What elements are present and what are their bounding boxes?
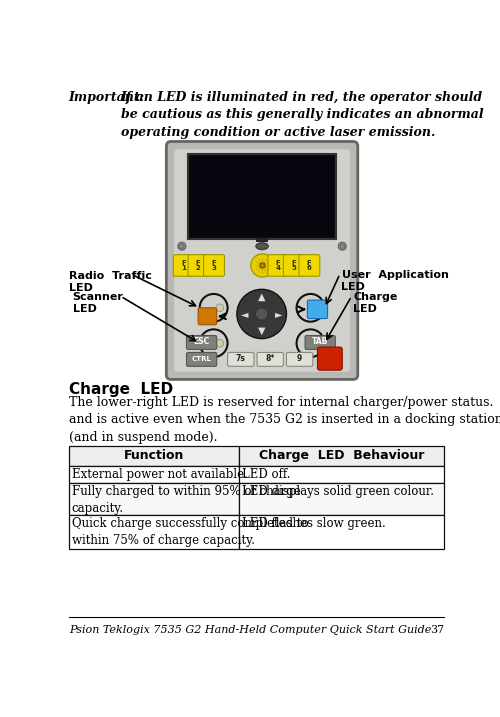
FancyBboxPatch shape — [186, 336, 216, 349]
Ellipse shape — [256, 243, 268, 250]
Bar — [239, 446, 444, 465]
Circle shape — [313, 339, 320, 347]
Text: Radio  Traffic
LED: Radio Traffic LED — [68, 271, 152, 293]
FancyBboxPatch shape — [174, 149, 350, 371]
FancyBboxPatch shape — [257, 353, 283, 366]
Text: Quick charge successfully completed to
within 75% of charge capacity.: Quick charge successfully completed to w… — [72, 517, 308, 547]
Text: 9: 9 — [297, 354, 302, 363]
Text: ▲: ▲ — [258, 292, 266, 302]
FancyBboxPatch shape — [286, 353, 313, 366]
Circle shape — [338, 242, 346, 250]
Text: ►: ► — [275, 309, 282, 319]
Text: F
2: F 2 — [196, 260, 200, 271]
Text: LED displays solid green colour.: LED displays solid green colour. — [242, 485, 434, 498]
FancyBboxPatch shape — [228, 353, 254, 366]
Bar — [68, 515, 239, 549]
FancyBboxPatch shape — [308, 300, 328, 318]
Text: F
4: F 4 — [276, 260, 280, 271]
Text: 7s: 7s — [236, 354, 246, 363]
Circle shape — [260, 262, 266, 269]
Bar — [68, 483, 239, 515]
FancyBboxPatch shape — [186, 353, 216, 366]
Text: Charge
LED: Charge LED — [353, 293, 398, 314]
Circle shape — [178, 242, 186, 250]
Text: TAB: TAB — [312, 337, 328, 346]
Bar — [239, 515, 444, 549]
Text: ESC: ESC — [193, 337, 210, 346]
Circle shape — [340, 244, 344, 249]
FancyBboxPatch shape — [318, 347, 342, 370]
Text: Fully charged to within 95% of charge
capacity.: Fully charged to within 95% of charge ca… — [72, 485, 300, 515]
Text: Charge  LED: Charge LED — [68, 382, 173, 397]
FancyBboxPatch shape — [305, 336, 336, 349]
Text: 37: 37 — [430, 625, 444, 635]
Text: User  Application
LED: User Application LED — [342, 270, 448, 292]
FancyBboxPatch shape — [166, 141, 358, 379]
Text: Function: Function — [124, 449, 184, 462]
FancyBboxPatch shape — [174, 255, 194, 276]
Bar — [190, 156, 334, 236]
FancyBboxPatch shape — [299, 255, 320, 276]
Text: ▼: ▼ — [258, 326, 266, 336]
Ellipse shape — [251, 254, 274, 277]
Circle shape — [216, 339, 224, 347]
Circle shape — [237, 290, 286, 338]
FancyBboxPatch shape — [188, 255, 209, 276]
Text: ◄: ◄ — [241, 309, 248, 319]
Text: F
3: F 3 — [211, 260, 216, 271]
FancyBboxPatch shape — [268, 255, 289, 276]
Text: CTRL: CTRL — [192, 356, 211, 361]
Bar — [239, 465, 444, 483]
Bar — [239, 483, 444, 515]
Text: F
1: F 1 — [181, 260, 186, 271]
Circle shape — [180, 244, 184, 249]
FancyBboxPatch shape — [204, 255, 225, 276]
Bar — [188, 154, 336, 239]
Text: LED flashes slow green.: LED flashes slow green. — [242, 517, 386, 531]
Text: Important:: Important: — [68, 90, 145, 104]
Text: The lower-right LED is reserved for internal charger/power status.
and is active: The lower-right LED is reserved for inte… — [68, 396, 500, 444]
Text: If an LED is illuminated in red, the operator should
be cautious as this general: If an LED is illuminated in red, the ope… — [120, 90, 483, 138]
Text: F
5: F 5 — [291, 260, 296, 271]
Text: External power not available.: External power not available. — [72, 468, 248, 481]
FancyBboxPatch shape — [284, 255, 304, 276]
Text: F
6: F 6 — [306, 260, 312, 271]
Text: Scanner
LED: Scanner LED — [72, 293, 124, 314]
Bar — [68, 465, 239, 483]
FancyBboxPatch shape — [198, 308, 216, 325]
Text: Charge  LED  Behaviour: Charge LED Behaviour — [259, 449, 424, 462]
Text: 8*: 8* — [266, 354, 275, 363]
Bar — [256, 239, 268, 242]
Text: LED off.: LED off. — [242, 468, 291, 481]
Circle shape — [256, 308, 268, 320]
Text: Psion Teklogix 7535 G2 Hand-Held Computer Quick Start Guide: Psion Teklogix 7535 G2 Hand-Held Compute… — [68, 625, 431, 635]
Bar — [68, 446, 239, 465]
Circle shape — [216, 304, 224, 312]
Circle shape — [313, 304, 320, 312]
